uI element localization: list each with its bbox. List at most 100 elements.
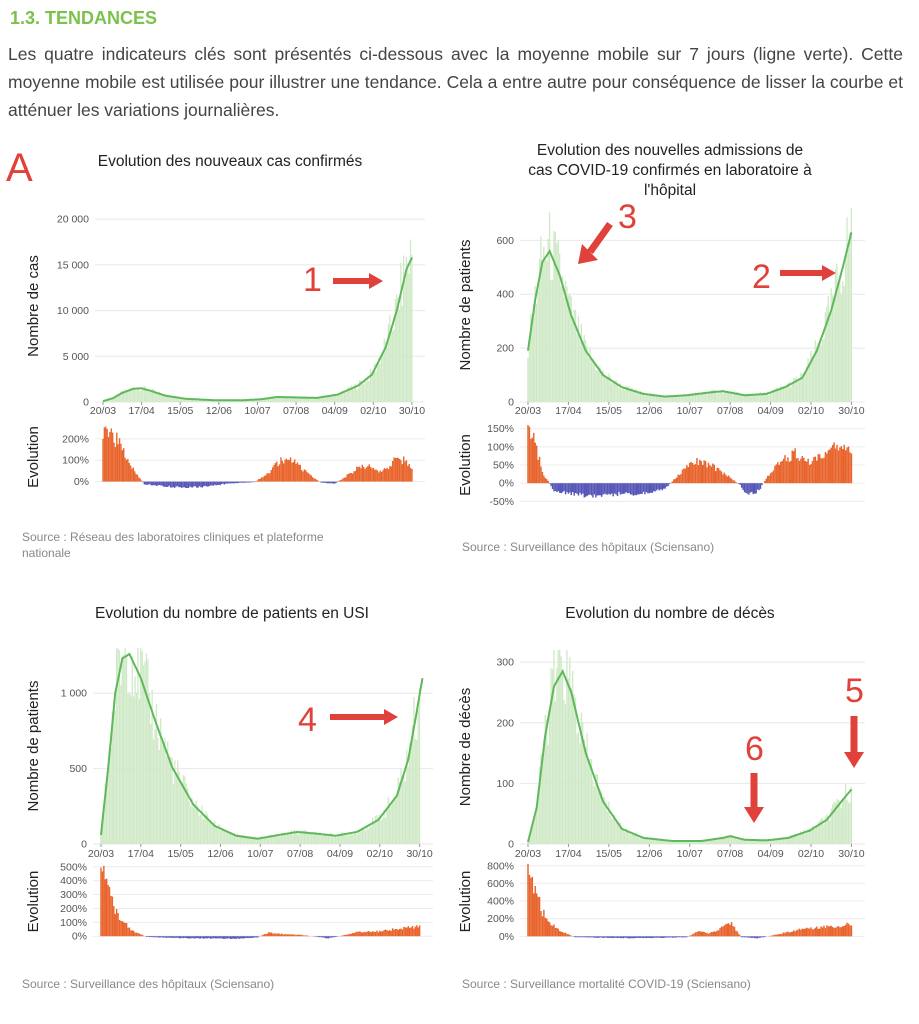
evolution-bar xyxy=(152,936,155,938)
evolution-bar xyxy=(298,934,300,937)
evolution-bar xyxy=(774,934,776,937)
evolution-bar xyxy=(821,458,824,484)
evolution-bar xyxy=(371,931,374,937)
evolution-bar xyxy=(411,468,413,482)
evolution-bar xyxy=(182,936,185,939)
y-tick-label-1: 0 xyxy=(83,397,89,409)
daily-bar xyxy=(691,841,694,844)
evolution-bar xyxy=(295,934,297,937)
daily-bar xyxy=(613,815,616,844)
daily-bar xyxy=(207,400,209,402)
evolution-bar xyxy=(243,481,245,483)
daily-bar xyxy=(329,833,331,844)
evolution-bar xyxy=(696,931,698,937)
daily-bar xyxy=(680,841,682,844)
daily-bar xyxy=(827,296,829,402)
evolution-bar xyxy=(169,936,172,938)
evolution-bar xyxy=(645,936,648,939)
daily-bar xyxy=(769,839,772,844)
daily-bar xyxy=(115,648,118,844)
evolution-bar xyxy=(801,456,804,484)
daily-bar xyxy=(389,315,391,402)
evolution-bar xyxy=(576,936,578,938)
evolution-bar xyxy=(147,936,149,937)
evolution-bar xyxy=(105,426,107,482)
evolution-bar xyxy=(224,936,226,939)
daily-bar xyxy=(107,399,110,402)
evolution-bar xyxy=(363,466,365,482)
evolution-bar xyxy=(278,464,281,482)
evolution-bar xyxy=(381,931,384,937)
evolution-bar xyxy=(650,483,652,493)
daily-bar xyxy=(547,239,549,402)
daily-bar xyxy=(602,796,604,844)
evolution-bar xyxy=(277,466,279,482)
evolution-bar xyxy=(704,932,707,937)
daily-bar xyxy=(781,837,783,844)
daily-bar xyxy=(215,826,217,844)
evolution-bar xyxy=(408,927,411,937)
daily-bar xyxy=(118,395,121,402)
daily-bar xyxy=(256,399,259,402)
x-tick-label-2: 10/07 xyxy=(677,405,703,417)
evolution-bar xyxy=(821,927,824,937)
daily-bar xyxy=(762,393,764,402)
evo-tick-label-3: 100% xyxy=(60,917,87,929)
daily-bar xyxy=(836,263,838,402)
evolution-bar xyxy=(168,936,170,938)
evolution-bar xyxy=(566,933,568,937)
daily-bar xyxy=(697,393,699,402)
daily-bar xyxy=(837,800,840,844)
evolution-bar xyxy=(616,936,619,939)
daily-bar xyxy=(150,723,152,844)
evolution-bar xyxy=(566,483,568,493)
evolution-bar xyxy=(652,483,655,492)
evolution-bar xyxy=(285,458,288,482)
evolution-bar xyxy=(629,483,632,495)
daily-bar xyxy=(603,376,606,402)
daily-bar xyxy=(158,391,161,402)
daily-bar xyxy=(615,379,617,402)
evolution-bar xyxy=(245,936,247,938)
daily-bar xyxy=(237,400,239,402)
daily-bar xyxy=(710,839,712,844)
daily-bar xyxy=(136,389,139,402)
evolution-bar xyxy=(276,933,279,937)
evolution-bar xyxy=(740,483,743,488)
evolution-bar xyxy=(160,481,162,486)
daily-bar xyxy=(282,832,284,844)
y-tick-label-4: 200 xyxy=(496,717,514,729)
evolution-bar xyxy=(220,481,223,485)
daily-bar xyxy=(673,395,675,402)
evolution-bar xyxy=(847,923,850,937)
x-tick-label-3: 30/10 xyxy=(406,848,432,860)
daily-bar xyxy=(371,371,373,402)
daily-bar xyxy=(663,396,665,402)
daily-bar xyxy=(699,841,701,844)
daily-bar xyxy=(586,346,588,402)
evolution-bar xyxy=(138,477,140,482)
evolution-bar xyxy=(222,481,224,484)
evolution-bar xyxy=(125,923,128,937)
daily-bar xyxy=(103,808,105,844)
evolution-bar xyxy=(745,483,747,494)
evo-tick-label-4: 200% xyxy=(487,913,514,925)
daily-bar xyxy=(307,397,310,402)
evolution-bar xyxy=(615,936,617,938)
daily-bar xyxy=(418,688,421,844)
evolution-bar xyxy=(110,895,112,937)
evolution-bar xyxy=(600,936,603,938)
evolution-bar xyxy=(644,483,646,495)
daily-bar xyxy=(408,273,410,402)
evolution-bar xyxy=(782,458,785,484)
daily-bar xyxy=(192,807,195,844)
daily-bar xyxy=(534,285,536,402)
daily-bar xyxy=(323,395,325,402)
evolution-bar xyxy=(735,481,737,484)
evolution-bar xyxy=(397,929,399,937)
daily-bars-2 xyxy=(527,208,853,402)
daily-bar xyxy=(693,393,695,402)
daily-bar xyxy=(359,830,361,844)
evolution-bar xyxy=(140,934,142,937)
evolution-bar xyxy=(241,481,243,483)
